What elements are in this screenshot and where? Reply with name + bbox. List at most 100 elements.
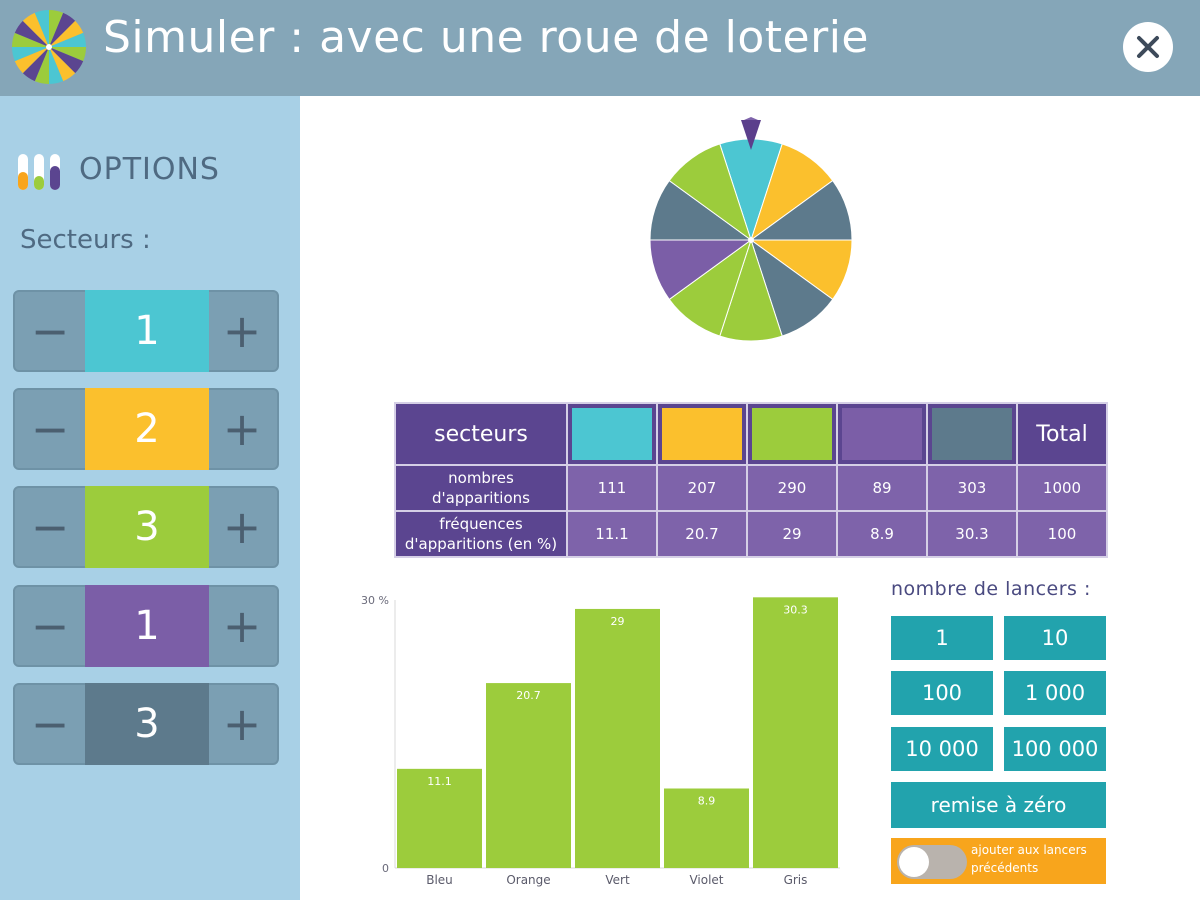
frequency-bar-chart: 30 % 0 11.1 Bleu 20.7 Orange 29 Vert 8.9 Violet 30… xyxy=(361,594,840,887)
bar-value-label: 30.3 xyxy=(783,603,808,616)
table-cell: 11.1 xyxy=(566,510,658,558)
table-cell: 290 xyxy=(746,464,838,512)
swatch-cell-green xyxy=(746,402,838,466)
launch-1-button[interactable]: 1 xyxy=(891,616,993,660)
sector-count-value: 3 xyxy=(85,683,209,765)
logo-wheel-sector xyxy=(14,47,49,74)
page-title: Simuler : avec une roue de loterie xyxy=(103,12,869,63)
x-tick-label: Violet xyxy=(689,873,723,887)
logo-wheel-sector xyxy=(49,47,64,84)
color-swatch xyxy=(572,408,652,460)
options-title: OPTIONS xyxy=(79,152,220,187)
sliders-icon xyxy=(18,154,60,190)
swatch-cell-orange xyxy=(656,402,748,466)
sector-stepper-orange: − 2 + xyxy=(13,388,279,470)
bar xyxy=(575,608,660,868)
logo-wheel-sector xyxy=(22,12,49,47)
launch-10-button[interactable]: 10 xyxy=(1004,616,1106,660)
color-swatch xyxy=(842,408,922,460)
launch-100000-button[interactable]: 100 000 xyxy=(1004,727,1106,771)
launch-10000-button[interactable]: 10 000 xyxy=(891,727,993,771)
close-button[interactable] xyxy=(1123,22,1173,72)
bar-value-label: 8.9 xyxy=(698,794,716,807)
toggle-label: ajouter aux lancers précédents xyxy=(971,843,1087,875)
logo-wheel-sector xyxy=(34,10,49,47)
row-label: nombres d'apparitions xyxy=(394,464,568,512)
bar xyxy=(397,768,482,868)
table-cell: 30.3 xyxy=(926,510,1018,558)
launch-count-label: nombre de lancers : xyxy=(891,578,1091,600)
logo-wheel-sector xyxy=(49,20,84,47)
increment-button[interactable]: + xyxy=(222,500,262,554)
close-icon xyxy=(1137,36,1159,58)
x-tick-label: Orange xyxy=(506,873,550,887)
reset-button[interactable]: remise à zéro xyxy=(891,782,1106,828)
logo-wheel-sector xyxy=(49,32,86,47)
y-tick-label: 30 % xyxy=(361,594,389,607)
sector-count-value: 2 xyxy=(85,388,209,470)
table-cell: 303 xyxy=(926,464,1018,512)
header-bar: Simuler : avec une roue de loterie xyxy=(0,0,1200,96)
decrement-button[interactable]: − xyxy=(30,697,70,751)
accumulate-toggle-panel: ajouter aux lancers précédents xyxy=(891,838,1106,884)
launch-1000-button[interactable]: 1 000 xyxy=(1004,671,1106,715)
row-label: fréquences d'apparitions (en %) xyxy=(394,510,568,558)
logo-wheel-hub xyxy=(46,44,52,50)
table-cell: 29 xyxy=(746,510,838,558)
bar-value-label: 20.7 xyxy=(516,689,541,702)
sectors-label: Secteurs : xyxy=(20,225,151,255)
decrement-button[interactable]: − xyxy=(30,599,70,653)
color-swatch xyxy=(752,408,832,460)
sector-stepper-violet: − 1 + xyxy=(13,585,279,667)
logo-wheel-sector xyxy=(22,47,49,82)
lottery-wheel-logo-icon xyxy=(12,10,86,84)
logo-wheel-sector xyxy=(34,47,49,84)
logo-wheel-sector xyxy=(49,47,76,82)
x-tick-label: Gris xyxy=(784,873,808,887)
logo-wheel-sector xyxy=(49,47,86,62)
increment-button[interactable]: + xyxy=(222,304,262,358)
logo-wheel-sector xyxy=(49,47,84,74)
sector-count-value: 1 xyxy=(85,290,209,372)
logo-wheel-sector xyxy=(49,10,64,47)
bar-value-label: 11.1 xyxy=(427,775,452,788)
table-cell: 89 xyxy=(836,464,928,512)
table-cell: 111 xyxy=(566,464,658,512)
increment-button[interactable]: + xyxy=(222,402,262,456)
y-tick-label: 0 xyxy=(382,862,389,875)
sector-count-value: 1 xyxy=(85,585,209,667)
lottery-wheel[interactable] xyxy=(640,112,862,348)
table-cell: 8.9 xyxy=(836,510,928,558)
table-header-sectors: secteurs xyxy=(394,402,568,466)
color-swatch xyxy=(932,408,1012,460)
table-cell: 20.7 xyxy=(656,510,748,558)
sector-stepper-blue: − 1 + xyxy=(13,290,279,372)
wheel-sector-green xyxy=(668,143,752,242)
x-tick-label: Vert xyxy=(605,873,630,887)
color-swatch xyxy=(662,408,742,460)
decrement-button[interactable]: − xyxy=(30,500,70,554)
decrement-button[interactable]: − xyxy=(30,402,70,456)
launch-100-button[interactable]: 100 xyxy=(891,671,993,715)
logo-wheel-sector xyxy=(49,12,76,47)
table-row-counts: nombres d'apparitions 111 207 290 89 303 … xyxy=(394,464,1108,512)
logo-wheel-sector xyxy=(12,47,49,62)
decrement-button[interactable]: − xyxy=(30,304,70,358)
increment-button[interactable]: + xyxy=(222,697,262,751)
accumulate-toggle[interactable] xyxy=(897,845,967,879)
sector-stepper-green: − 3 + xyxy=(13,486,279,568)
logo-wheel-sector xyxy=(14,20,49,47)
table-cell: 1000 xyxy=(1016,464,1108,512)
table-row-frequencies: fréquences d'apparitions (en %) 11.1 20.7… xyxy=(394,510,1108,558)
bar-value-label: 29 xyxy=(611,615,625,628)
wheel-pointer-cap xyxy=(744,117,758,120)
wheel-hub xyxy=(748,237,754,243)
logo-wheel-sector xyxy=(12,32,49,47)
table-cell: 100 xyxy=(1016,510,1108,558)
increment-button[interactable]: + xyxy=(222,599,262,653)
bar xyxy=(486,683,571,868)
bar xyxy=(664,788,749,868)
sector-count-value: 3 xyxy=(85,486,209,568)
results-table: secteurs Total nombres d'apparitions 111 … xyxy=(394,402,1108,558)
table-cell: 207 xyxy=(656,464,748,512)
